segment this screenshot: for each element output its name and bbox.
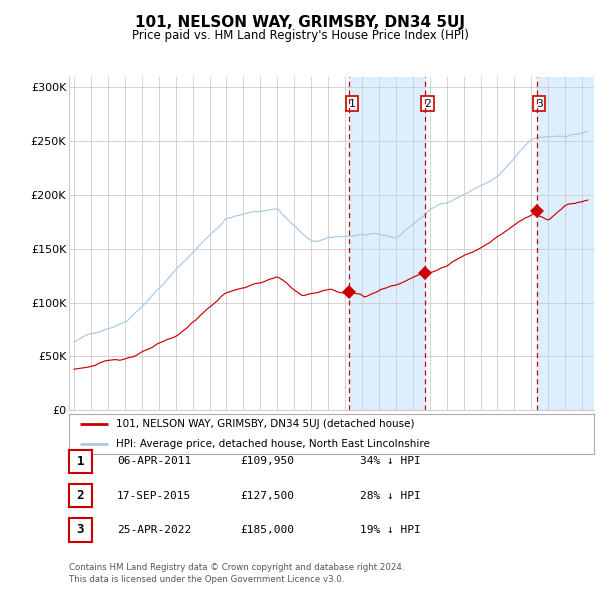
Text: 28% ↓ HPI: 28% ↓ HPI xyxy=(360,491,421,500)
Text: Price paid vs. HM Land Registry's House Price Index (HPI): Price paid vs. HM Land Registry's House … xyxy=(131,30,469,42)
Bar xyxy=(536,77,594,410)
Text: £109,950: £109,950 xyxy=(240,457,294,466)
Text: 06-APR-2011: 06-APR-2011 xyxy=(117,457,191,466)
Text: 101, NELSON WAY, GRIMSBY, DN34 5UJ: 101, NELSON WAY, GRIMSBY, DN34 5UJ xyxy=(135,15,465,30)
Text: 101, NELSON WAY, GRIMSBY, DN34 5UJ (detached house): 101, NELSON WAY, GRIMSBY, DN34 5UJ (deta… xyxy=(116,419,415,429)
Text: 2: 2 xyxy=(77,489,84,502)
Text: £185,000: £185,000 xyxy=(240,525,294,535)
Text: Contains HM Land Registry data © Crown copyright and database right 2024.: Contains HM Land Registry data © Crown c… xyxy=(69,563,404,572)
Text: £127,500: £127,500 xyxy=(240,491,294,500)
Text: 25-APR-2022: 25-APR-2022 xyxy=(117,525,191,535)
Text: 2: 2 xyxy=(424,99,431,109)
Text: 34% ↓ HPI: 34% ↓ HPI xyxy=(360,457,421,466)
Text: 1: 1 xyxy=(349,99,355,109)
Bar xyxy=(349,77,425,410)
Text: 19% ↓ HPI: 19% ↓ HPI xyxy=(360,525,421,535)
Text: 1: 1 xyxy=(77,455,84,468)
Text: HPI: Average price, detached house, North East Lincolnshire: HPI: Average price, detached house, Nort… xyxy=(116,440,430,449)
Text: This data is licensed under the Open Government Licence v3.0.: This data is licensed under the Open Gov… xyxy=(69,575,344,584)
Text: 17-SEP-2015: 17-SEP-2015 xyxy=(117,491,191,500)
Text: 3: 3 xyxy=(536,99,542,109)
Text: 3: 3 xyxy=(77,523,84,536)
